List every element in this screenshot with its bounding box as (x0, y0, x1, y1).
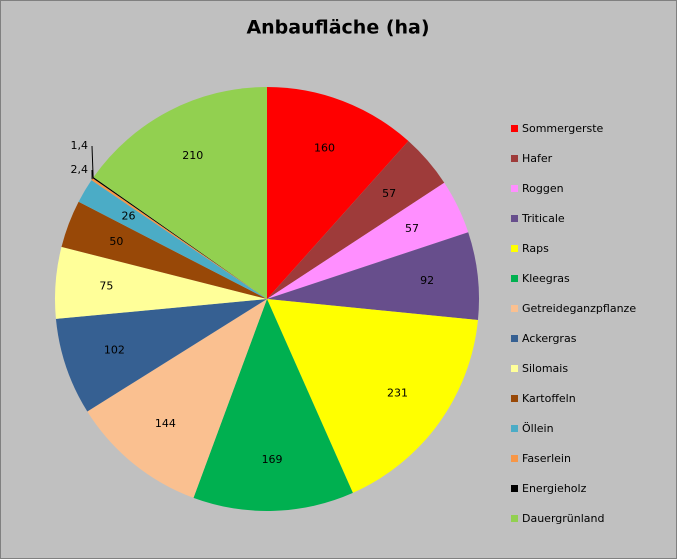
legend-swatch (511, 395, 518, 402)
chart-title: Anbaufläche (ha) (246, 17, 429, 39)
legend-swatch (511, 245, 518, 252)
legend-swatch (511, 515, 518, 522)
pie-slice (92, 177, 267, 299)
legend-swatch (511, 155, 518, 162)
pie-slice (55, 299, 268, 412)
pie-slice (61, 201, 267, 299)
legend-label: Getreideganzpflanze (522, 302, 636, 315)
legend-swatch (511, 425, 518, 432)
legend-label: Ackergras (522, 332, 577, 345)
data-label: 1,4 (71, 139, 89, 152)
pie-slice (87, 299, 267, 498)
data-label: 57 (382, 187, 396, 200)
leader-line (91, 145, 94, 178)
legend-label: Kleegras (522, 272, 570, 285)
data-label: 26 (121, 210, 135, 223)
pie-slice (193, 299, 353, 511)
legend-swatch (511, 215, 518, 222)
legend-swatch (511, 455, 518, 462)
legend-swatch (511, 185, 518, 192)
legend-label: Triticale (521, 212, 565, 225)
legend-label: Faserlein (522, 452, 571, 465)
pie-slice (267, 141, 445, 299)
data-label: 102 (104, 344, 125, 357)
legend-label: Silomais (522, 362, 568, 375)
data-label: 144 (155, 417, 176, 430)
pie-slice (78, 180, 267, 299)
legend-label: Hafer (522, 152, 553, 165)
data-label: 160 (314, 141, 335, 154)
legend-label: Roggen (522, 182, 564, 195)
pie-slice (267, 87, 409, 299)
pie-slice (267, 232, 479, 321)
data-label: 92 (420, 274, 434, 287)
legend-label: Kartoffeln (522, 392, 576, 405)
pie-slice (267, 182, 469, 299)
data-label: 50 (109, 235, 123, 248)
pie-slice (91, 178, 268, 299)
legend-swatch (511, 305, 518, 312)
data-label: 231 (387, 386, 408, 399)
data-label: 169 (262, 453, 283, 466)
legend-label: Raps (522, 242, 549, 255)
legend-swatch (511, 365, 518, 372)
data-label: 75 (99, 280, 113, 293)
pie-slice (55, 246, 268, 319)
pie-slice (93, 87, 267, 299)
data-label: 57 (405, 222, 419, 235)
pie-slice (267, 299, 478, 493)
data-label: 2,4 (71, 163, 89, 176)
data-label: 210 (182, 149, 203, 162)
legend-swatch (511, 335, 518, 342)
legend-label: Sommergerste (522, 122, 604, 135)
legend-swatch (511, 485, 518, 492)
legend-label: Energieholz (522, 482, 587, 495)
legend-swatch (511, 275, 518, 282)
legend-swatch (511, 125, 518, 132)
legend-label: Dauergrünland (522, 512, 604, 525)
legend-label: Öllein (522, 422, 554, 435)
